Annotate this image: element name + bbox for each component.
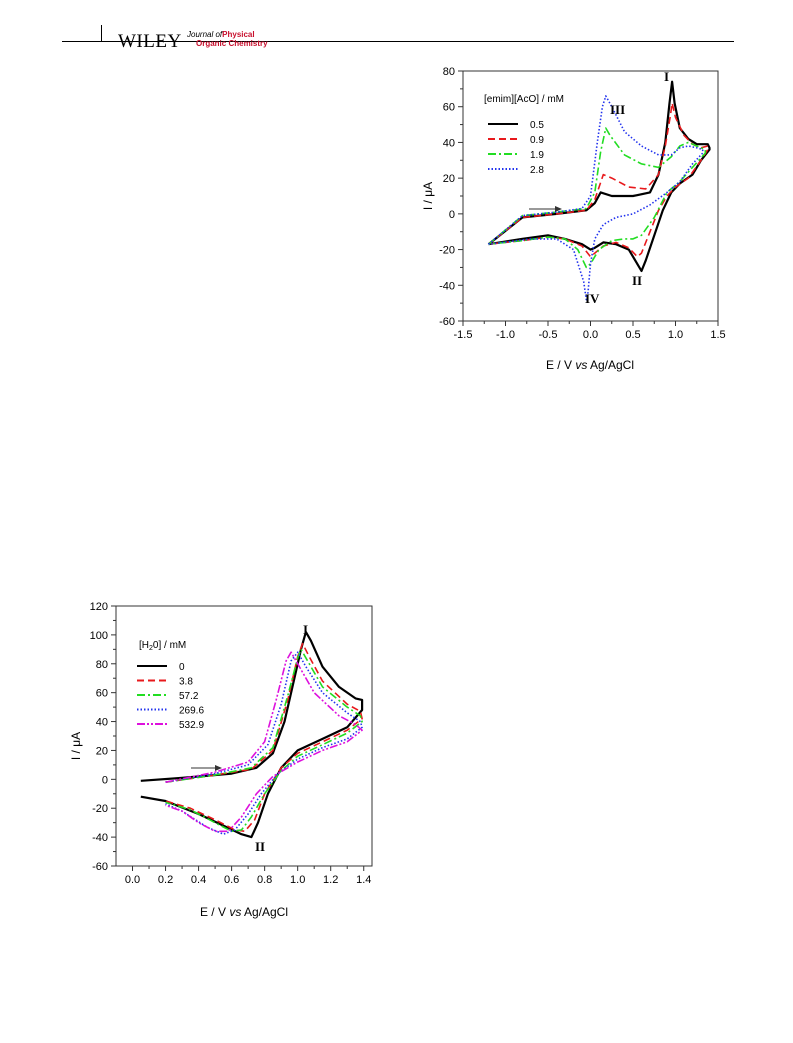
top-series-group xyxy=(487,80,711,301)
x-tick-label: 0.4 xyxy=(191,874,206,886)
y-tick-label: 60 xyxy=(96,688,108,700)
x-tick-label: 1.5 xyxy=(710,329,725,341)
x-tick-label: 0.0 xyxy=(583,329,598,341)
y-tick-label: -60 xyxy=(439,316,455,328)
y-tick-label: 80 xyxy=(96,659,108,671)
y-tick-label: -40 xyxy=(92,832,108,844)
series-1.9 xyxy=(487,127,707,269)
x-tick-label: 1.0 xyxy=(290,874,305,886)
bottom-legend: 0 3.8 57.2 269.6 532.9 xyxy=(137,662,204,731)
bottom-ylabel: I / μA xyxy=(69,732,83,760)
legend-label-0.5: 0.5 xyxy=(530,120,544,131)
top-axes-group: -1.5 -1.0 -0.5 0.0 0.5 1.0 1.5 -60 -40 -20 0 20 40 60… xyxy=(439,66,726,341)
legend-label-0.9: 0.9 xyxy=(530,135,544,146)
bottom-series-group xyxy=(140,630,364,839)
series-0 xyxy=(140,630,364,839)
legend-label-57.2: 57.2 xyxy=(179,691,199,702)
x-tick-label: 0.6 xyxy=(224,874,239,886)
x-tick-label: 1.0 xyxy=(668,329,683,341)
series-0.9 xyxy=(488,102,709,258)
x-tick-label: 0.2 xyxy=(158,874,173,886)
top-peak-II: II xyxy=(632,273,642,288)
figure-cv-water: 0.0 0.2 0.4 0.6 0.8 1.0 1.2 1.4 -60 -40 -20 0 20 40 60… xyxy=(69,601,373,919)
x-tick-label: -1.5 xyxy=(454,329,473,341)
y-tick-label: 20 xyxy=(443,173,455,185)
legend-label-3.8: 3.8 xyxy=(179,677,193,688)
bottom-scan-arrowhead xyxy=(215,765,222,771)
y-tick-label: 40 xyxy=(443,137,455,149)
x-tick-label: -0.5 xyxy=(539,329,558,341)
bottom-peak-II: II xyxy=(255,839,265,854)
figure-cv-emim-acetate: -1.5 -1.0 -0.5 0.0 0.5 1.0 1.5 -60 -40 -20 0 20 40 60… xyxy=(421,66,726,372)
x-tick-label: 0.5 xyxy=(625,329,640,341)
legend-label-2.8: 2.8 xyxy=(530,165,544,176)
bottom-peak-I: I xyxy=(303,622,308,637)
logo-dash xyxy=(181,41,185,42)
header-tick xyxy=(101,25,102,42)
journal-name-line2: Organic Chemistry xyxy=(196,39,268,48)
legend-label-532.9: 532.9 xyxy=(179,720,204,731)
series-269.6 xyxy=(165,651,363,836)
journal-name-line1: Journal ofPhysical xyxy=(187,30,255,39)
x-tick-label: -1.0 xyxy=(496,329,515,341)
top-xlabel: E / V vs Ag/AgCl xyxy=(546,358,634,372)
top-peak-I: I xyxy=(664,69,669,84)
y-tick-label: -20 xyxy=(92,803,108,815)
x-tick-label: 1.4 xyxy=(356,874,371,886)
x-tick-label: 0.0 xyxy=(125,874,140,886)
journal-header: WILEY Journal ofPhysical Organic Chemist… xyxy=(0,0,793,60)
top-ylabel: I / μA xyxy=(421,182,435,210)
header-rule xyxy=(62,41,734,42)
y-tick-label: 60 xyxy=(443,102,455,114)
y-tick-label: -60 xyxy=(92,861,108,873)
x-tick-label: 0.8 xyxy=(257,874,272,886)
y-tick-label: -40 xyxy=(439,280,455,292)
bottom-axes-group: 0.0 0.2 0.4 0.6 0.8 1.0 1.2 1.4 -60 -40 -20 0 20 40 60… xyxy=(90,601,372,886)
y-tick-label: 100 xyxy=(90,630,108,642)
y-tick-label: 20 xyxy=(96,745,108,757)
y-tick-label: 0 xyxy=(102,774,108,786)
y-tick-label: 80 xyxy=(443,66,455,78)
publisher-logo: WILEY xyxy=(118,31,182,52)
y-tick-label: 120 xyxy=(90,601,108,613)
bottom-xlabel: E / V vs Ag/AgCl xyxy=(200,905,288,919)
top-scan-arrowhead xyxy=(555,206,562,212)
x-tick-label: 1.2 xyxy=(323,874,338,886)
legend-label-269.6: 269.6 xyxy=(179,706,204,717)
y-tick-label: -20 xyxy=(439,245,455,257)
legend-label-1.9: 1.9 xyxy=(530,150,544,161)
top-legend: 0.5 0.9 1.9 2.8 xyxy=(488,120,544,176)
series-57.2 xyxy=(165,648,363,833)
series-3.8 xyxy=(165,642,363,833)
legend-label-0: 0 xyxy=(179,662,185,673)
y-tick-label: 40 xyxy=(96,717,108,729)
y-tick-label: 0 xyxy=(449,209,455,221)
top-legend-title: [emim][AcO] / mM xyxy=(484,94,564,105)
top-peak-IV: IV xyxy=(585,291,600,306)
series-0.5 xyxy=(487,80,711,273)
series-2.8 xyxy=(487,95,704,301)
bottom-legend-title: [H20] / mM xyxy=(139,640,186,652)
top-peak-III: III xyxy=(610,102,625,117)
series-532.9 xyxy=(165,651,363,833)
